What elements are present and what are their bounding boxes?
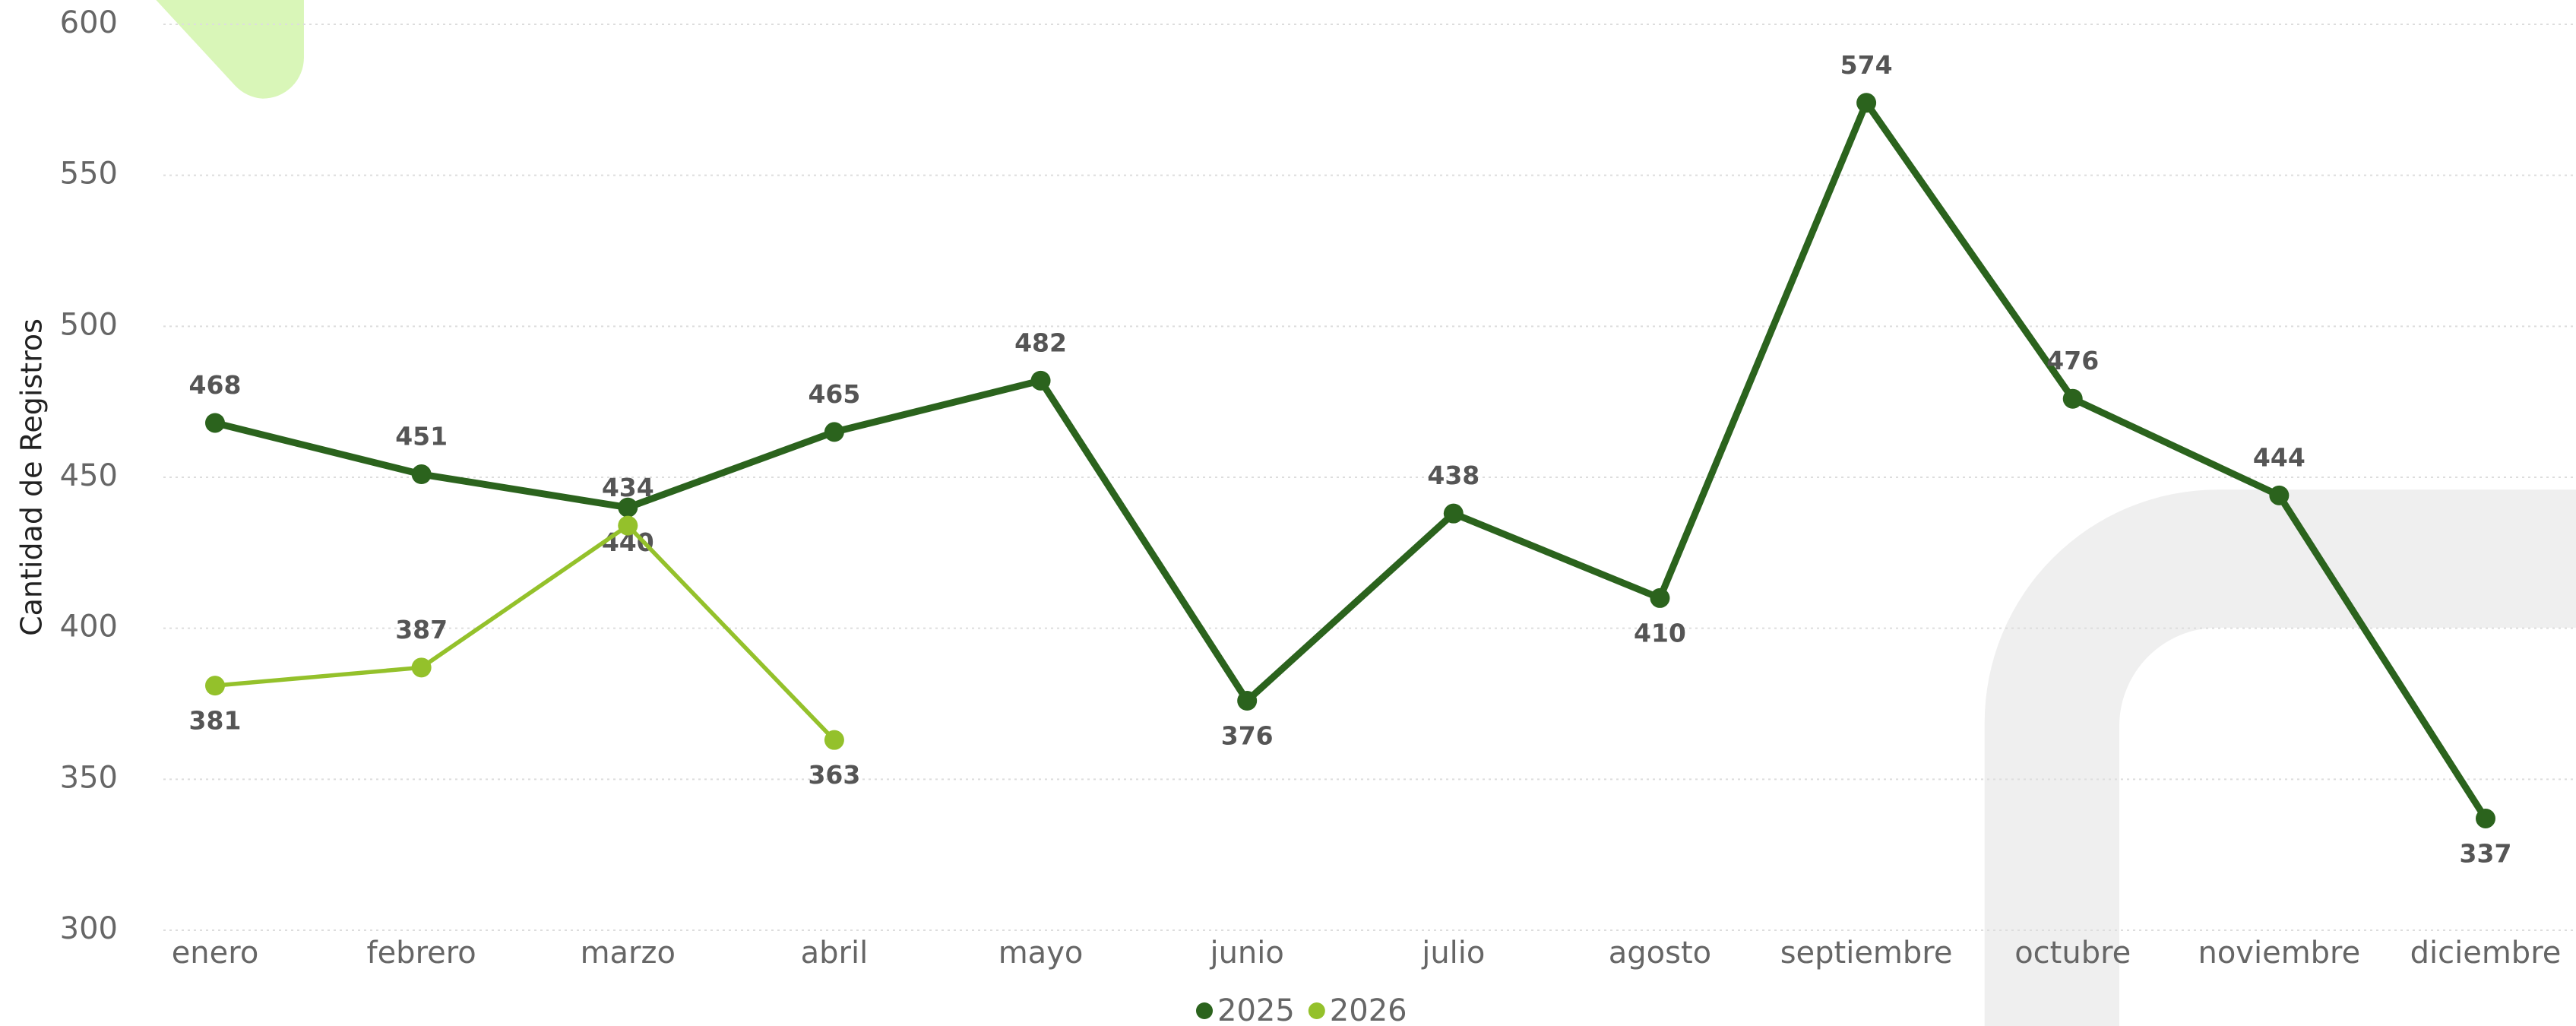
x-tick-label: septiembre — [1780, 936, 1953, 971]
data-label: 434 — [602, 473, 654, 502]
y-tick-label: 600 — [60, 5, 118, 40]
data-point — [618, 515, 638, 536]
data-point — [824, 422, 844, 442]
data-label: 337 — [2460, 838, 2512, 868]
data-point — [2062, 388, 2083, 409]
x-tick-label: marzo — [581, 936, 676, 971]
data-label: 476 — [2046, 346, 2099, 375]
y-tick-label: 350 — [60, 760, 118, 795]
y-tick-label: 300 — [60, 911, 118, 946]
arc-shape — [1984, 489, 2576, 1026]
data-point — [411, 464, 432, 485]
data-point — [2269, 485, 2290, 505]
y-tick-label: 500 — [60, 307, 118, 342]
data-label: 574 — [1840, 50, 1893, 80]
x-tick-label: agosto — [1609, 936, 1711, 971]
data-point — [1650, 587, 1670, 608]
corner-shape — [156, 0, 304, 99]
legend-marker — [1308, 1002, 1325, 1019]
data-label: 465 — [808, 379, 860, 409]
x-tick-label: julio — [1421, 936, 1485, 971]
legend-label: 2025 — [1217, 993, 1295, 1026]
data-label: 387 — [395, 615, 448, 644]
data-point — [411, 657, 432, 678]
y-tick-label: 550 — [60, 157, 118, 192]
data-label: 482 — [1014, 328, 1067, 357]
data-label: 451 — [395, 422, 448, 451]
x-tick-label: mayo — [998, 936, 1084, 971]
y-axis-label: Cantidad de Registros — [15, 318, 49, 636]
data-label: 410 — [1634, 618, 1686, 648]
series-line — [214, 523, 836, 742]
data-point — [1443, 503, 1464, 524]
data-label: 438 — [1427, 461, 1479, 490]
data-point — [205, 413, 225, 433]
data-label: 468 — [189, 370, 242, 400]
decoration — [156, 0, 2576, 1026]
data-label: 381 — [189, 706, 242, 736]
data-point — [1237, 691, 1258, 711]
data-point — [1030, 370, 1051, 391]
data-point — [2476, 808, 2495, 828]
legend-label: 2026 — [1330, 993, 1407, 1026]
y-tick-label: 400 — [60, 610, 118, 644]
x-tick-label: enero — [172, 936, 259, 971]
data-label: 444 — [2253, 442, 2305, 472]
x-tick-label: diciembre — [2410, 936, 2562, 971]
data-point — [205, 676, 225, 696]
data-label: 363 — [808, 760, 860, 790]
x-tick-label: febrero — [366, 936, 476, 971]
x-tick-label: noviembre — [2198, 936, 2360, 971]
data-point — [1856, 93, 1877, 113]
data-label: 376 — [1221, 721, 1274, 751]
series-line — [214, 99, 2489, 821]
x-tick-label: junio — [1209, 936, 1283, 971]
legend-marker — [1196, 1002, 1213, 1019]
data-point — [824, 730, 844, 750]
x-tick-label: octubre — [2014, 936, 2131, 971]
data-point — [618, 497, 638, 518]
y-tick-label: 450 — [60, 458, 118, 493]
x-tick-label: abril — [801, 936, 869, 971]
